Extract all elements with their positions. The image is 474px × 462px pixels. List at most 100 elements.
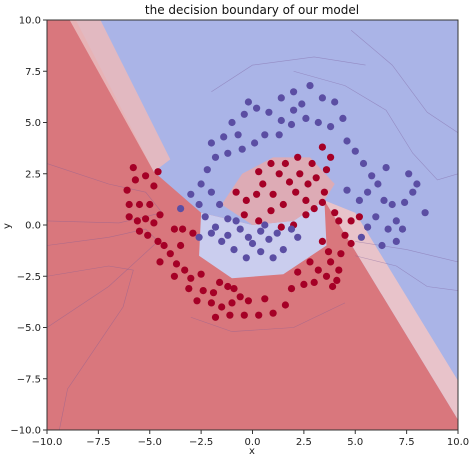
point-s0-47: [294, 268, 302, 276]
point-s1-51: [216, 200, 224, 209]
point-s0-71: [296, 170, 304, 178]
contour-line-6: [355, 255, 458, 291]
point-s1-15: [234, 131, 242, 139]
point-s0-45: [300, 280, 308, 288]
point-s1-72: [261, 221, 269, 229]
point-s0-72: [275, 170, 283, 178]
point-s0-63: [318, 198, 326, 206]
point-s0-33: [193, 297, 201, 305]
point-s1-45: [378, 241, 386, 250]
y-tick-label: 10.0: [19, 16, 41, 27]
point-s1-32: [343, 186, 351, 194]
point-s1-16: [220, 133, 228, 141]
point-s0-59: [347, 217, 355, 225]
point-s0-6: [146, 200, 154, 209]
point-s1-3: [265, 108, 273, 116]
point-s1-64: [257, 248, 265, 256]
point-s0-97: [230, 285, 238, 293]
point-s1-52: [201, 213, 209, 221]
x-tick-label: −2.5: [189, 437, 213, 448]
point-s1-58: [265, 235, 273, 243]
point-s1-54: [224, 215, 232, 223]
point-s1-78: [398, 225, 407, 233]
contour-line-4: [350, 30, 458, 133]
point-s1-57: [257, 227, 265, 235]
point-s0-35: [218, 303, 226, 311]
point-s1-74: [177, 205, 185, 213]
point-s0-28: [185, 285, 193, 293]
point-s1-48: [187, 190, 195, 198]
point-s0-32: [236, 293, 244, 301]
point-s1-46: [357, 233, 365, 241]
point-s1-40: [409, 188, 417, 196]
point-s0-93: [154, 168, 162, 176]
point-s1-62: [230, 246, 238, 254]
point-s1-0: [228, 118, 236, 127]
contour-line-5: [211, 56, 366, 93]
point-s0-46: [310, 278, 318, 286]
point-s1-47: [197, 180, 205, 188]
boundary-band-upper: [69, 20, 171, 172]
point-s0-85: [279, 200, 287, 209]
point-s0-10: [142, 215, 150, 223]
point-s0-90: [302, 211, 310, 219]
point-s0-31: [228, 299, 236, 307]
x-axis-ticks: −10.0 −7.5 −5.0 −2.5 0.0 2.5 5.0 7.5 10.0: [32, 430, 469, 448]
y-tick-label: 0.0: [25, 221, 41, 232]
point-s0-74: [327, 153, 335, 161]
point-s1-30: [364, 188, 372, 196]
point-s0-14: [135, 227, 144, 235]
y-tick-label: 5.0: [25, 118, 41, 129]
point-s1-17: [207, 139, 215, 147]
y-tick-label: −10.0: [10, 426, 41, 437]
point-s0-19: [177, 241, 185, 250]
point-s0-96: [333, 276, 341, 284]
chart-title: the decision boundary of our model: [145, 3, 359, 17]
point-s0-60: [355, 213, 363, 221]
point-s0-34: [207, 299, 215, 307]
point-s1-76: [244, 98, 252, 106]
point-s0-2: [142, 172, 150, 180]
point-s0-24: [187, 274, 195, 282]
point-s0-8: [125, 213, 133, 221]
point-s1-1: [240, 110, 248, 118]
point-s1-77: [298, 100, 306, 108]
y-tick-label: −2.5: [17, 272, 41, 283]
contour-line-7: [355, 241, 458, 263]
point-s0-5: [135, 200, 144, 209]
point-s1-2: [253, 104, 261, 112]
y-axis-label: y: [2, 223, 13, 229]
point-s0-49: [314, 266, 322, 274]
point-s1-66: [279, 246, 287, 254]
point-s1-8: [327, 123, 335, 131]
point-s0-84: [269, 190, 277, 198]
point-s0-26: [216, 278, 224, 286]
point-s1-41: [413, 180, 421, 188]
point-s0-62: [310, 205, 318, 213]
decision-regions: [47, 20, 458, 430]
y-tick-label: 7.5: [25, 67, 41, 78]
y-tick-label: 2.5: [25, 169, 41, 180]
data-points: [123, 82, 429, 321]
point-s0-42: [269, 309, 277, 317]
point-s0-22: [181, 266, 189, 274]
point-s1-20: [238, 145, 246, 153]
point-s1-23: [224, 149, 232, 157]
point-s0-17: [160, 241, 168, 250]
point-s0-94: [189, 229, 197, 237]
contour-line-3: [293, 70, 458, 181]
point-s0-16: [154, 237, 162, 245]
point-s1-21: [251, 139, 259, 147]
point-s0-83: [232, 188, 240, 196]
point-s0-64: [302, 196, 310, 204]
point-s1-69: [248, 239, 257, 248]
point-s0-51: [327, 258, 335, 266]
x-axis-label: x: [249, 446, 255, 457]
point-s0-77: [294, 153, 302, 161]
point-s0-44: [287, 285, 296, 293]
point-s0-50: [322, 272, 331, 280]
contour-line-8: [190, 302, 346, 332]
point-s0-87: [240, 211, 248, 219]
point-s0-76: [281, 159, 289, 168]
